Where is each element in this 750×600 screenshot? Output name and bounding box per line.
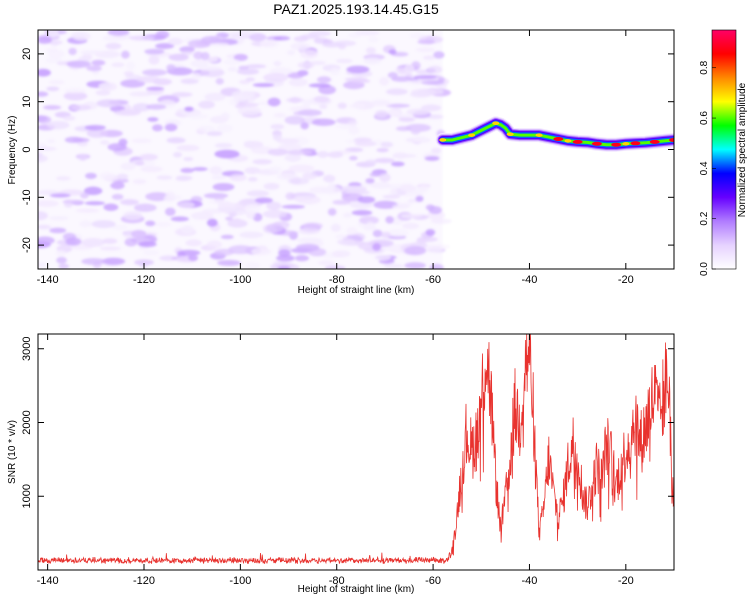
x-tick-label: -80 bbox=[329, 274, 345, 286]
colorbar-tick-label: 0.8 bbox=[699, 60, 710, 74]
x-tick-label: -140 bbox=[37, 274, 59, 286]
x-tick-label: -60 bbox=[425, 575, 441, 587]
colorbar-tick-label: 0.6 bbox=[699, 111, 710, 125]
y-tick-label: 20 bbox=[21, 48, 33, 60]
snr-plot-area bbox=[38, 334, 674, 570]
x-tick-label: -120 bbox=[133, 274, 155, 286]
y-tick-label: 10 bbox=[21, 96, 33, 108]
x-tick-label: -140 bbox=[37, 575, 59, 587]
y-tick-label: 2000 bbox=[21, 410, 33, 434]
colorbar-tick-label: 0.0 bbox=[699, 262, 710, 276]
spectrogram-ridge-hotspot bbox=[492, 121, 500, 126]
colorbar-tick-label: 0.4 bbox=[699, 161, 710, 175]
x-tick-label: -40 bbox=[522, 575, 538, 587]
spectrogram-ridge-hotspot bbox=[468, 133, 476, 137]
spectrogram-noise-layer bbox=[38, 30, 452, 269]
spectrogram-ridge-hotspot bbox=[622, 141, 630, 146]
spectrogram-x-ticks: -140 -120 -100 -80 -60 -40 -20 bbox=[37, 30, 634, 286]
x-tick-label: -60 bbox=[425, 274, 441, 286]
spectrogram-ridge-hotspot bbox=[506, 132, 514, 137]
colorbar-frame bbox=[711, 29, 737, 270]
spectrogram-ridge-hotspot bbox=[553, 136, 564, 141]
y-tick-label: -20 bbox=[21, 237, 33, 253]
colorbar-label: Normalized spectral amplitude bbox=[737, 82, 748, 217]
snr-x-ticks: -140 -120 -100 -80 -60 -40 -20 bbox=[37, 334, 634, 587]
figure-title: PAZ1.2025.193.14.45.G15 bbox=[273, 1, 439, 17]
snr-series-line bbox=[38, 334, 674, 565]
y-tick-label: -10 bbox=[21, 189, 33, 205]
x-tick-label: -120 bbox=[133, 575, 155, 587]
snr-frame bbox=[37, 333, 675, 571]
spectrogram-y-label: Frequency (Hz) bbox=[7, 116, 18, 185]
spectrogram-ridge-hotspot bbox=[611, 142, 622, 147]
spectrogram-ridge-hotspot bbox=[572, 139, 583, 144]
spectrogram-ridge-hotspot bbox=[669, 137, 674, 142]
spectrogram-ridge-hotspot bbox=[649, 139, 660, 144]
colorbar: 0.0 0.2 0.4 0.6 0.8 Normalized spectral ampl… bbox=[699, 29, 748, 276]
spectrogram-ridge-hotspot bbox=[439, 138, 447, 142]
y-tick-label: 0 bbox=[21, 146, 33, 152]
x-tick-label: -100 bbox=[229, 274, 251, 286]
snr-x-label: Height of straight line (km) bbox=[298, 584, 415, 595]
spectrogram-x-label: Height of straight line (km) bbox=[298, 285, 415, 296]
spectrogram-ridge-hotspot bbox=[630, 141, 641, 146]
x-tick-label: -40 bbox=[522, 274, 538, 286]
snr-y-label: SNR (10 * v/v) bbox=[7, 420, 18, 484]
y-tick-label: 1000 bbox=[21, 484, 33, 508]
x-tick-label: -80 bbox=[329, 575, 345, 587]
colorbar-ticks: 0.0 0.2 0.4 0.6 0.8 bbox=[699, 60, 716, 276]
y-tick-label: 3000 bbox=[21, 337, 33, 361]
spectrogram-ridge-hotspot bbox=[564, 139, 572, 143]
spectrogram-ridge-hotspot bbox=[535, 133, 543, 137]
x-tick-label: -20 bbox=[618, 274, 634, 286]
snr-y-ticks: 1000 2000 3000 bbox=[21, 337, 674, 508]
x-tick-label: -20 bbox=[618, 575, 634, 587]
snr-panel: -140 -120 -100 -80 -60 -40 -20 1000 2000 3000 He… bbox=[7, 333, 675, 595]
colorbar-tick-label: 0.2 bbox=[699, 211, 710, 225]
spectrogram-ridge-hotspot bbox=[591, 141, 602, 146]
colorbar-bar bbox=[712, 30, 736, 269]
x-tick-label: -100 bbox=[229, 575, 251, 587]
spectrogram-y-ticks: -20 -10 0 10 20 bbox=[21, 48, 674, 253]
spectrogram-ridge-layer bbox=[435, 116, 674, 152]
spectrogram-noise-wash bbox=[38, 30, 443, 269]
